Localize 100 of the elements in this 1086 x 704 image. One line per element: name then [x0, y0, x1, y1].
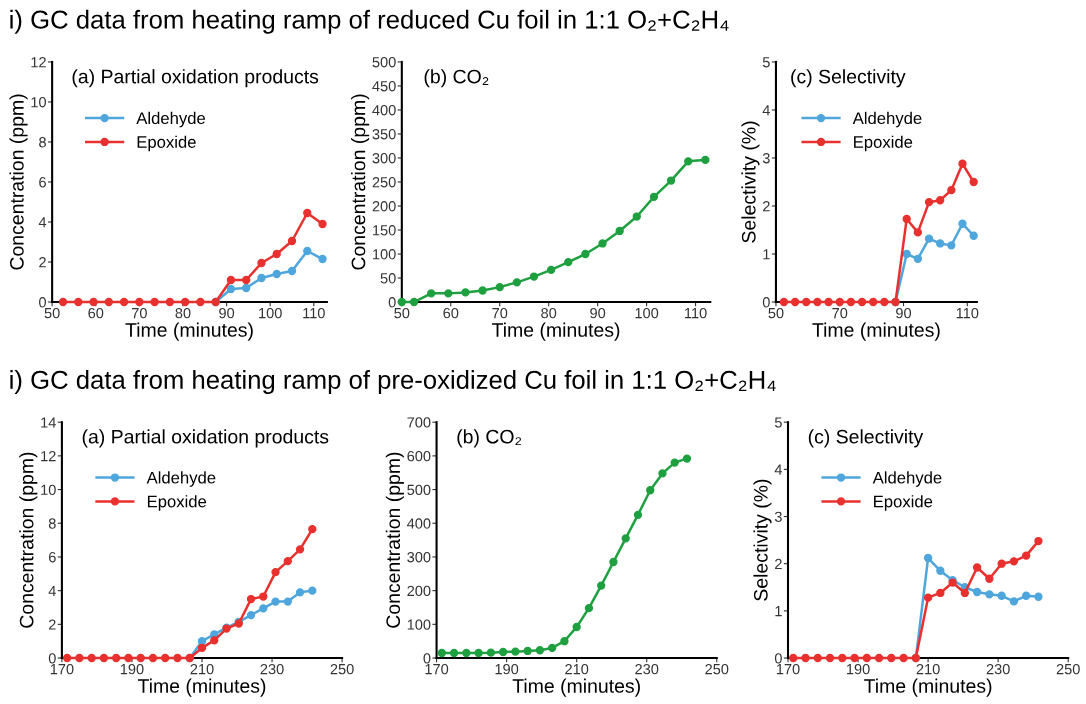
point	[271, 567, 280, 577]
x-tick-label: 190	[495, 663, 519, 675]
point	[196, 297, 205, 307]
point	[972, 563, 982, 572]
point	[615, 226, 624, 236]
y-tick-label: 0	[423, 653, 431, 664]
x-tick-label: 60	[88, 307, 104, 319]
point	[295, 588, 305, 597]
point	[632, 212, 641, 221]
x-tick-label: 210	[565, 663, 589, 675]
point	[960, 588, 970, 598]
y-tick-label: 14	[41, 417, 56, 428]
point	[972, 587, 982, 597]
chart-title: (c) Selectivity	[791, 69, 906, 88]
point	[969, 177, 978, 187]
point	[498, 647, 508, 657]
point	[985, 590, 994, 599]
legend-label: Aldehyde	[136, 111, 206, 128]
point	[1034, 536, 1043, 546]
point	[633, 510, 643, 520]
point	[197, 637, 207, 646]
y-tick-label: 0	[39, 297, 46, 308]
point	[597, 581, 606, 590]
y-tick-label: 450	[372, 81, 396, 92]
point	[427, 289, 436, 298]
point	[824, 297, 833, 307]
legend-label: Aldehyde	[872, 471, 942, 487]
point	[887, 653, 896, 663]
x-tick-label: 250	[1056, 663, 1080, 675]
y-axis-title: Selectivity (%)	[741, 121, 760, 243]
y-axis-title: Selectivity (%)	[753, 479, 772, 601]
y-tick-label: 8	[48, 518, 56, 529]
point	[259, 604, 268, 613]
point	[572, 622, 581, 632]
x-tick-label: 60	[443, 307, 459, 319]
point	[287, 236, 297, 246]
point	[997, 559, 1006, 568]
x-tick-label: 230	[986, 663, 1010, 675]
point	[684, 157, 693, 166]
y-tick-label: 0	[774, 653, 782, 664]
chart-title: (c) Selectivity	[808, 429, 924, 448]
point	[598, 239, 607, 248]
point	[318, 219, 327, 229]
x-tick-label: 100	[635, 307, 659, 319]
y-tick-label: 100	[373, 249, 396, 260]
point	[449, 648, 459, 658]
point	[936, 566, 945, 575]
x-tick-label: 90	[896, 307, 912, 319]
x-axis-title: Time (minutes)	[512, 678, 640, 697]
point	[958, 159, 967, 168]
y-tick-label: 1	[775, 606, 782, 617]
point	[899, 653, 908, 663]
x-tick-label: 110	[685, 307, 707, 319]
y-tick-label: 200	[407, 585, 431, 597]
legend-label: Epoxide	[137, 135, 196, 152]
point	[560, 637, 569, 646]
point	[99, 653, 109, 663]
chart-title: (a) Partial oxidation products	[82, 429, 329, 448]
point	[666, 176, 676, 185]
point	[87, 653, 96, 663]
point	[902, 249, 911, 259]
point	[165, 297, 175, 307]
y-tick-label: 2	[763, 201, 770, 212]
point	[226, 275, 236, 285]
point	[1021, 551, 1031, 560]
point	[646, 486, 655, 495]
y-tick-label: 2	[775, 558, 782, 569]
point	[902, 214, 911, 224]
point	[104, 297, 113, 307]
point	[947, 185, 956, 195]
x-axis-title: Time (minutes)	[492, 322, 620, 341]
point	[985, 574, 994, 583]
point	[161, 653, 170, 663]
y-tick-label: 700	[407, 417, 431, 428]
x-axis-title: Time (minutes)	[137, 678, 266, 697]
point	[283, 597, 292, 606]
point	[546, 265, 556, 275]
x-axis-title: Time (minutes)	[812, 322, 940, 341]
y-tick-label: 6	[39, 177, 46, 188]
point	[173, 653, 182, 663]
point	[295, 545, 305, 554]
x-tick-label: 230	[260, 663, 284, 675]
point	[874, 653, 884, 663]
point	[1009, 597, 1019, 606]
y-tick-label: 6	[48, 552, 56, 563]
point	[308, 524, 317, 534]
point	[846, 297, 856, 307]
point	[958, 219, 967, 228]
point	[308, 586, 317, 595]
point	[148, 653, 158, 663]
point	[947, 241, 956, 250]
point	[226, 284, 236, 294]
y-axis-title: Concentration (ppm)	[19, 452, 38, 628]
y-tick-label: 2	[48, 619, 56, 630]
y-tick-label: 4	[774, 464, 783, 475]
point	[74, 297, 83, 307]
point	[825, 653, 835, 663]
x-axis-title: Time (minutes)	[125, 322, 253, 341]
point	[272, 269, 281, 279]
point	[936, 588, 945, 598]
